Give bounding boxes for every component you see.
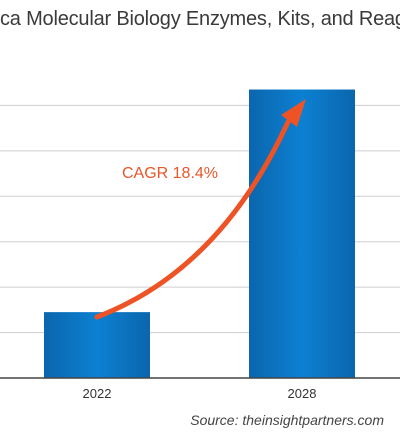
cagr-annotation: CAGR 18.4% (122, 165, 218, 182)
growth-arrowhead (281, 99, 306, 127)
bar-2022 (44, 312, 150, 378)
bars (44, 89, 355, 379)
chart-title: ca Molecular Biology Enzymes, Kits, and … (0, 8, 400, 30)
growth-arrow (94, 119, 291, 320)
x-tick-label: 2028 (288, 386, 317, 401)
x-tick-labels: 2022 2028 (83, 386, 317, 401)
bar-2028 (249, 89, 355, 379)
source-credit: Source: theinsightpartners.com (190, 412, 384, 428)
x-tick-label: 2022 (83, 386, 112, 401)
